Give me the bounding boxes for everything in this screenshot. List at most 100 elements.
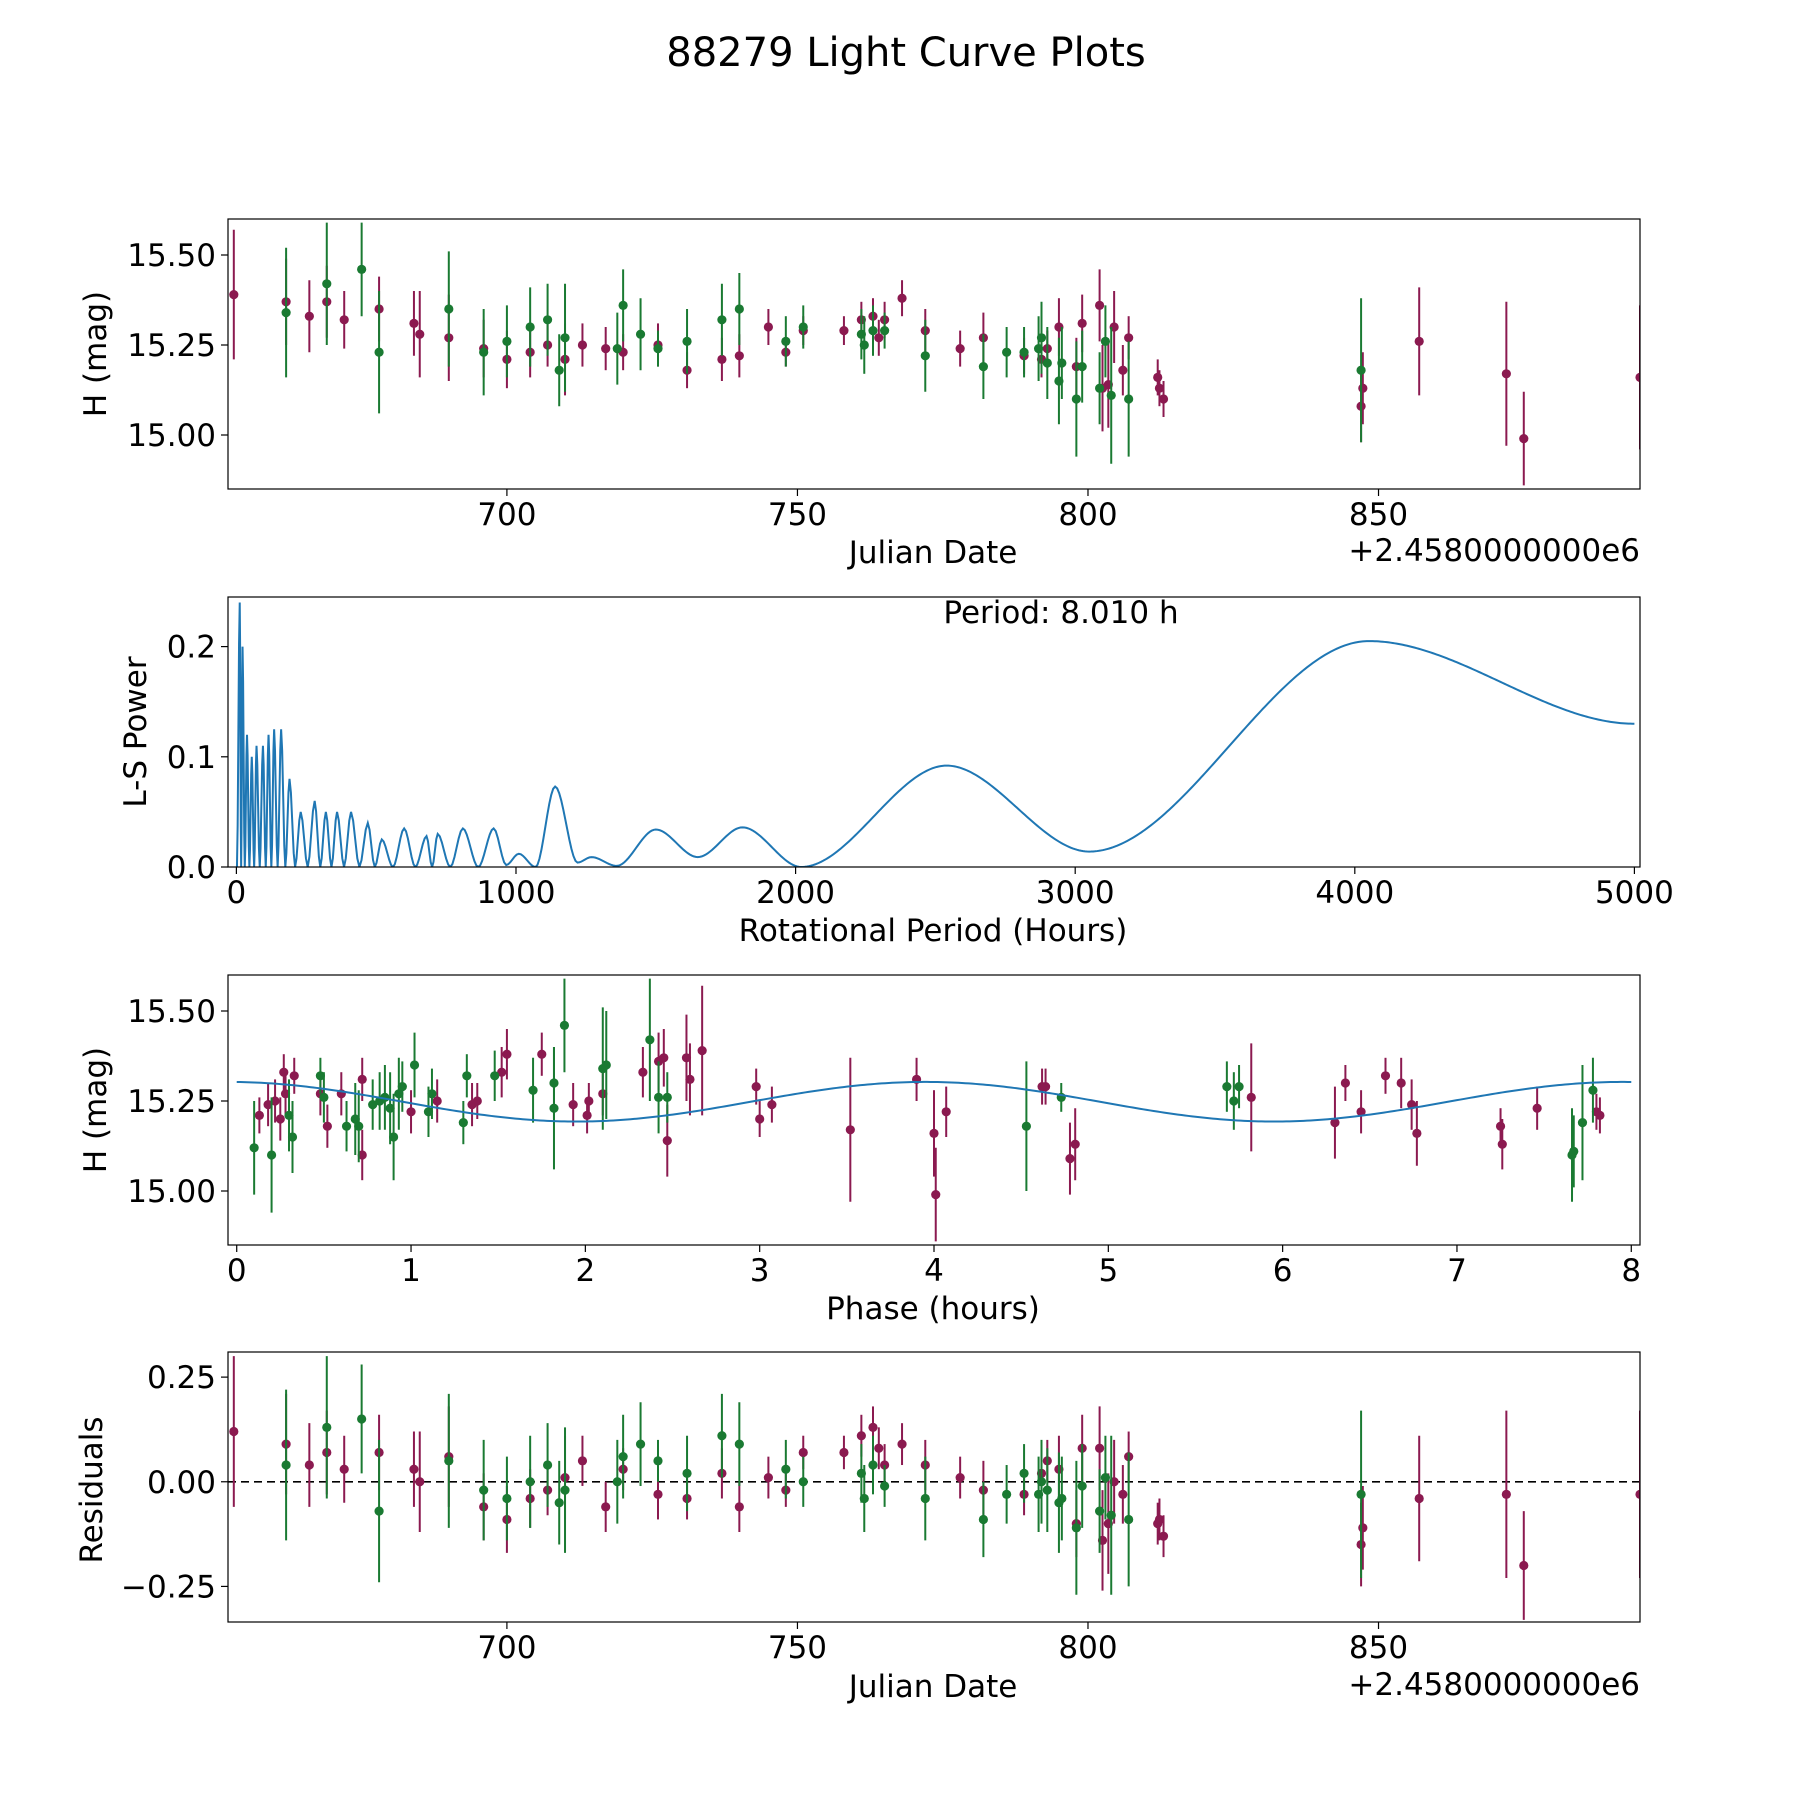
lightcurve-point-magenta [1501,369,1511,379]
phasefold-ytick-label: 15.50 [127,994,216,1030]
phasefold-point-green [397,1082,407,1092]
lightcurve-point-magenta [1124,333,1134,343]
residuals-point-green [868,1460,878,1470]
residuals-point-green [322,1422,332,1432]
residuals-panel: 700 750 800 850 −0.25 0.00 0.25 Julian Date Re… [74,1351,1641,1705]
residuals-point-green [612,1477,622,1487]
lightcurve-marks [229,222,1640,486]
phasefold-point-green [458,1118,468,1128]
periodogram-axes-frame [227,596,1641,868]
phasefold-point-magenta [275,1114,285,1124]
periodogram-ytick-label: 0.1 [167,740,216,776]
lightcurve-point-magenta [409,318,419,328]
lightcurve-point-green [560,333,570,343]
lightcurve-point-green [525,322,535,332]
lightcurve-point-green [798,322,808,332]
residuals-ytick-label: −0.25 [121,1569,216,1605]
phasefold-point-green [427,1089,437,1099]
residuals-ylabel: Residuals [74,1416,110,1563]
residuals-ytick-label: 0.25 [147,1360,216,1396]
phasefold-point-green [385,1103,395,1113]
residuals-point-green [798,1477,808,1487]
residuals-point-green [1071,1523,1081,1533]
phasefold-point-green [284,1110,294,1120]
residuals-point-green [281,1460,291,1470]
phasefold-point-magenta [537,1049,547,1059]
residuals-point-green [1036,1477,1047,1487]
lightcurve-point-magenta [1154,383,1165,393]
lightcurve-point-magenta [1414,336,1424,346]
residuals-point-magenta [763,1472,773,1483]
phasefold-point-green [490,1071,500,1081]
lightcurve-point-green [502,336,512,346]
periodogram-xlabel: Rotational Period (Hours) [739,913,1128,949]
residuals-point-magenta [1635,1489,1640,1499]
periodogram-panel: 0 1000 2000 3000 4000 5000 0.0 0.1 0.2 Period: 8… [118,595,1674,949]
residuals-point-magenta [415,1477,425,1487]
phasefold-point-green [601,1060,611,1070]
phasefold-point-magenta [1412,1128,1422,1138]
phasefold-xtick-label: 1 [401,1253,421,1289]
phasefold-point-green [350,1114,360,1124]
lightcurve-point-green [1042,358,1052,368]
phasefold-xtick-label: 8 [1621,1253,1641,1289]
lightcurve-point-green [1356,365,1366,375]
phasefold-point-green [549,1078,559,1088]
lightcurve-point-magenta [415,329,425,339]
residuals-point-green [560,1485,570,1495]
phasefold-point-magenta [1340,1078,1350,1088]
phasefold-point-green [1234,1082,1244,1092]
lightcurve-point-green [1002,347,1012,357]
periodogram-marks [235,602,1635,867]
lightcurve-point-green [781,336,791,346]
lightcurve-point-magenta [717,354,727,364]
lightcurve-point-magenta [1635,372,1640,382]
phasefold-point-green [1021,1121,1031,1131]
residuals-point-magenta [653,1489,663,1499]
phasefold-point-green [389,1132,399,1142]
residuals-point-magenta [601,1502,611,1512]
phasefold-xlabel: Phase (hours) [826,1291,1040,1327]
residuals-point-green [1002,1489,1012,1499]
periodogram-ylabel: L-S Power [118,656,154,807]
phasefold-point-green [653,1092,664,1102]
phasefold-xtick-label: 0 [227,1253,247,1289]
phasefold-point-magenta [1532,1103,1542,1113]
residuals-point-green [357,1414,367,1424]
residuals-point-green [920,1493,930,1504]
lightcurve-point-green [1057,358,1067,368]
lightcurve-point-green [618,300,628,310]
phasefold-point-green [1577,1118,1588,1128]
residuals-point-green [1124,1514,1134,1525]
residuals-point-magenta [577,1456,588,1466]
lightcurve-point-magenta [1077,318,1087,328]
phasefold-point-magenta [1246,1092,1256,1102]
phasefold-point-green [319,1092,329,1102]
lightcurve-xlabel: Julian Date [847,535,1018,571]
lightcurve-point-magenta [339,315,349,325]
residuals-point-green [734,1439,744,1449]
phasefold-point-green [528,1085,538,1095]
lightcurve-point-green [322,279,332,289]
lightcurve-point-magenta [1519,434,1529,444]
lightcurve-point-green [978,362,988,372]
residuals-xtick-label: 700 [477,1630,536,1666]
phasefold-point-green [249,1143,259,1153]
residuals-xlabel: Julian Date [847,1669,1018,1705]
residuals-point-green [374,1506,384,1516]
phasefold-point-green [394,1089,404,1099]
residuals-point-magenta [1358,1523,1368,1533]
lightcurve-point-green [653,344,663,354]
lightcurve-offset-label: +2.4580000000e6 [1348,533,1640,569]
phasefold-ylabel: H (mag) [78,1047,114,1173]
phasefold-xtick-label: 4 [924,1253,944,1289]
phasefold-point-magenta [280,1089,291,1099]
residuals-point-green [542,1460,553,1470]
lightcurve-point-green [880,326,890,336]
periodogram-power-line [235,602,1635,867]
phasefold-xtick-label: 6 [1273,1253,1293,1289]
lightcurve-point-magenta [1118,365,1128,375]
periodogram-xtick-label: 5000 [1595,875,1674,911]
lightcurve-point-magenta [839,326,849,336]
